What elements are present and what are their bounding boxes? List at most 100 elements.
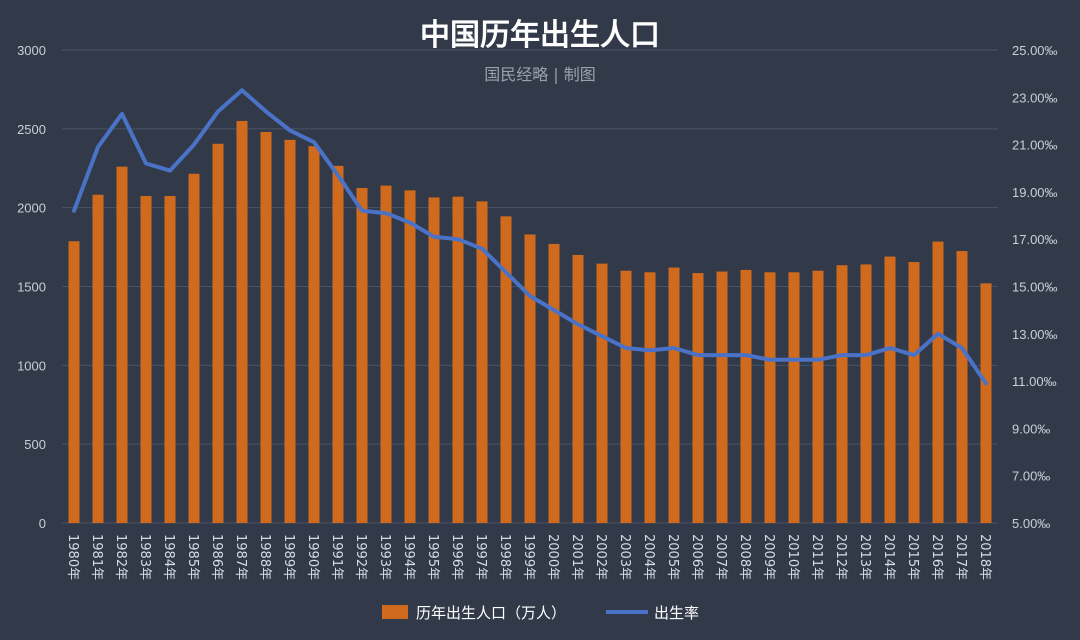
left-tick-label: 1000 [17, 358, 46, 373]
right-tick-label: 21.00‰ [1012, 138, 1058, 153]
chart-subtitle: 国民经略 | 制图 [484, 65, 596, 84]
left-axis: 0 500 1000 1500 2000 2500 3000 [17, 43, 46, 531]
bar [524, 234, 536, 523]
right-tick-label: 5.00‰ [1012, 516, 1050, 531]
birth-rate-line [72, 88, 988, 386]
legend-swatch-bar [382, 605, 408, 619]
bar [308, 146, 320, 523]
right-tick-label: 23.00‰ [1012, 90, 1058, 105]
x-tick-label: 1981年 [89, 534, 104, 580]
x-tick-label: 1985年 [185, 534, 200, 580]
x-tick-label: 1995年 [425, 534, 440, 580]
legend: 历年出生人口（万人） 出生率 [382, 604, 699, 622]
x-tick-label: 2015年 [905, 534, 920, 580]
left-tick-label: 2000 [17, 201, 46, 216]
bar [692, 273, 704, 523]
bar [596, 263, 608, 523]
bar [284, 139, 296, 523]
x-tick-label: 1997年 [473, 534, 488, 580]
legend-label-rate: 出生率 [654, 604, 699, 622]
left-tick-label: 1500 [17, 280, 46, 295]
x-tick-label: 2016年 [929, 534, 944, 580]
left-tick-label: 500 [24, 437, 46, 452]
x-tick-label: 1986年 [209, 534, 224, 580]
bar [92, 194, 104, 523]
bar [764, 272, 776, 523]
bar [620, 270, 632, 523]
bar [788, 272, 800, 523]
x-tick-label: 1984年 [161, 534, 176, 580]
left-tick-label: 0 [39, 516, 46, 531]
x-tick-label: 1980年 [65, 534, 80, 580]
x-tick-label: 2018年 [977, 534, 992, 580]
bar [908, 262, 920, 523]
bar [188, 173, 200, 524]
x-tick-label: 1987年 [233, 534, 248, 580]
bar [860, 264, 872, 523]
bar [548, 243, 560, 523]
legend-label-births: 历年出生人口（万人） [416, 604, 566, 622]
x-tick-label: 1993年 [377, 534, 392, 580]
bar [956, 251, 968, 523]
x-tick-label: 1994年 [401, 534, 416, 580]
x-tick-label: 1999年 [521, 534, 536, 580]
x-tick-label: 2007年 [713, 534, 728, 580]
bar [980, 283, 992, 523]
bar [836, 265, 848, 523]
bar [164, 195, 176, 523]
x-tick-label: 2012年 [833, 534, 848, 580]
x-tick-label: 2001年 [569, 534, 584, 580]
x-tick-label: 2010年 [785, 534, 800, 580]
right-tick-label: 13.00‰ [1012, 327, 1058, 342]
bar [812, 270, 824, 523]
right-tick-label: 17.00‰ [1012, 232, 1058, 247]
bar [356, 187, 368, 524]
bar [236, 120, 248, 523]
bar [884, 256, 896, 523]
bar [452, 196, 464, 523]
x-tick-label: 2011年 [809, 534, 824, 580]
right-axis: 5.00‰ 7.00‰ 9.00‰ 11.00‰ 13.00‰ 15.00‰ 17.00‰ 1… [1012, 43, 1058, 531]
right-tick-label: 15.00‰ [1012, 280, 1058, 295]
bars-layer [68, 120, 992, 524]
bar [668, 267, 680, 523]
x-tick-label: 2003年 [617, 534, 632, 580]
bar [404, 190, 416, 523]
chart-title: 中国历年出生人口 [420, 18, 660, 53]
bar [212, 143, 224, 524]
x-tick-label: 2017年 [953, 534, 968, 580]
bar [716, 271, 728, 523]
bar [932, 241, 944, 523]
left-tick-label: 3000 [17, 43, 46, 58]
x-tick-label: 1991年 [329, 534, 344, 580]
x-tick-label: 2005年 [665, 534, 680, 580]
x-tick-label: 1990年 [305, 534, 320, 580]
x-tick-label: 2008年 [737, 534, 752, 580]
bar [260, 131, 272, 523]
x-tick-label: 1996年 [449, 534, 464, 580]
bar [572, 254, 584, 523]
right-tick-label: 25.00‰ [1012, 43, 1058, 58]
left-tick-label: 2500 [17, 122, 46, 137]
bar [380, 185, 392, 524]
bar [500, 216, 512, 524]
bar [476, 201, 488, 524]
x-tick-label: 1989年 [281, 534, 296, 580]
bar [68, 241, 80, 523]
x-tick-label: 1988年 [257, 534, 272, 580]
line-layer [72, 88, 988, 386]
x-tick-label: 2000年 [545, 534, 560, 580]
x-tick-label: 2002年 [593, 534, 608, 580]
right-tick-label: 11.00‰ [1012, 374, 1057, 389]
bar [140, 195, 152, 523]
x-tick-label: 2006年 [689, 534, 704, 580]
x-tick-label: 2004年 [641, 534, 656, 580]
x-tick-label: 2009年 [761, 534, 776, 580]
x-tick-label: 2014年 [881, 534, 896, 580]
right-tick-label: 19.00‰ [1012, 185, 1058, 200]
x-tick-label: 1983年 [137, 534, 152, 580]
x-tick-label: 1982年 [113, 534, 128, 580]
bar [116, 166, 128, 523]
